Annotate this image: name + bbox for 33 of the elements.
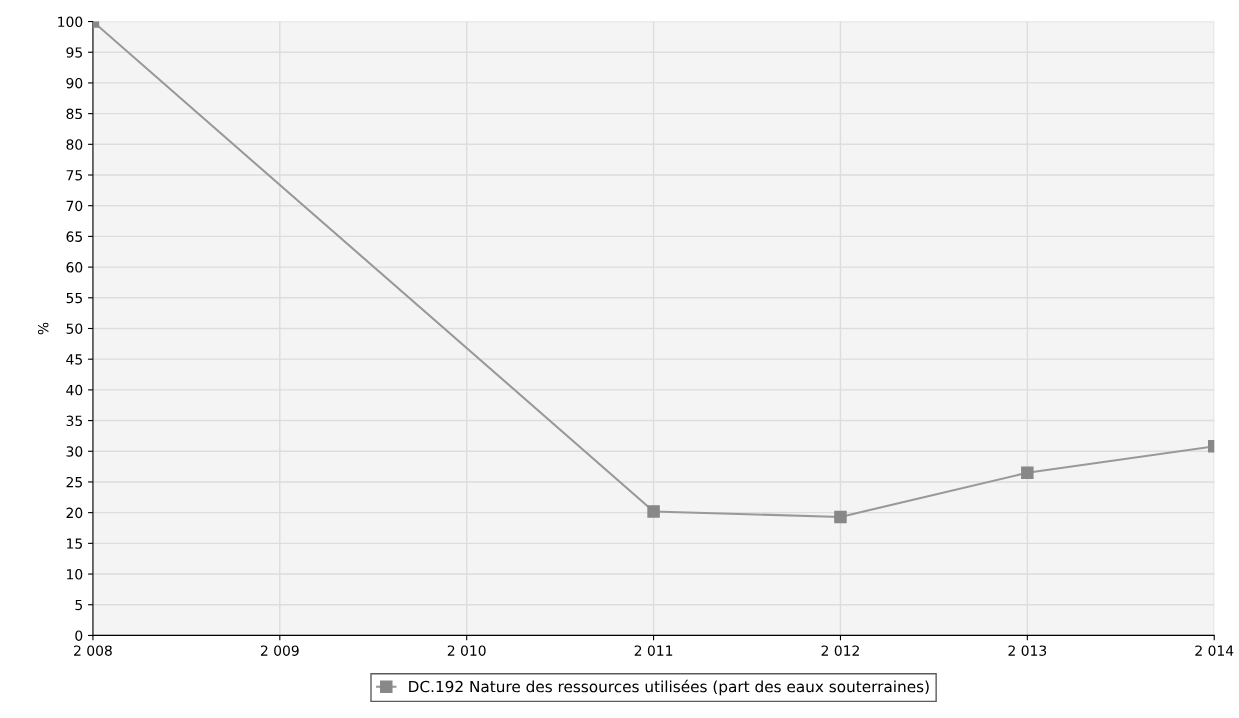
x-tick-label: 2 010 [447,645,486,656]
y-tick-label: 35 [66,415,82,427]
y-tick-label: 95 [66,47,82,58]
point [1021,466,1034,479]
legend-label: DC.192 Nature des ressources utilisées (part des eaux souterraines) [409,679,929,696]
y-tick-label: 100 [58,16,83,28]
y-tick-label: 50 [66,323,83,334]
y-tick-label: 80 [66,139,83,150]
y-tick-label: 20 [66,507,83,519]
y-tick-label: 85 [66,108,82,120]
y-tick-label: 55 [66,292,82,304]
y-tick-label: 25 [66,476,82,488]
y-tick-label: 30 [66,446,83,457]
y-tick-label: 65 [66,231,82,242]
x-tick-label: 2 009 [260,645,299,656]
y-tick-label: 40 [66,384,83,396]
y-tick-label: 75 [66,170,82,181]
x-tick-label: 2 014 [1195,645,1234,656]
y-tick-label: 90 [66,77,83,89]
point [647,505,660,518]
y-tick-label: 60 [66,262,83,273]
x-tick-label: 2 011 [634,645,673,656]
y-axis-title: % [37,322,49,335]
x-tick-label: 2 008 [74,645,112,656]
y-tick-label: 45 [66,354,82,365]
y-tick-label: 15 [67,538,82,549]
y-tick-label: 5 [75,599,82,611]
y-tick-label: 70 [66,200,83,212]
point [834,510,847,524]
y-tick-label: 10 [67,569,83,580]
x-tick-label: 2 012 [821,645,859,656]
y-tick-label: 0 [75,630,83,641]
x-tick-label: 2 013 [1008,645,1047,656]
